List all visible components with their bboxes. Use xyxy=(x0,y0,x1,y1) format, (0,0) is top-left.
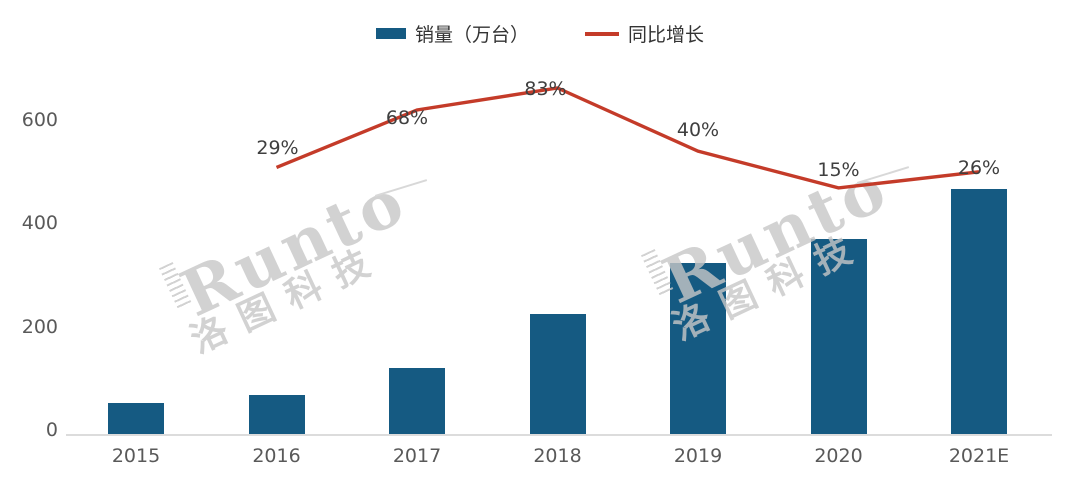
watermark-left: Runto 洛图科技 xyxy=(158,163,460,375)
bar-2018 xyxy=(529,313,586,434)
y-tick-400: 400 xyxy=(21,212,58,234)
y-tick-600: 600 xyxy=(21,108,58,131)
growth-label-2018: 83% xyxy=(524,77,567,100)
growth-polyline xyxy=(275,86,980,190)
bar-2015 xyxy=(108,403,164,434)
bar-2019 xyxy=(670,263,726,434)
bar-2021E xyxy=(951,189,1007,434)
growth-label-2016: 29% xyxy=(256,137,299,160)
x-tick-2020: 2020 xyxy=(814,445,863,467)
watermark-slash-line xyxy=(856,166,910,184)
x-tick-2017: 2017 xyxy=(392,445,442,467)
watermark-barcode-icon xyxy=(158,261,193,311)
x-axis-line xyxy=(66,434,1052,436)
legend: 销量（万台） 同比增长 xyxy=(0,20,1080,47)
bar-2017 xyxy=(389,368,445,434)
growth-label-2020: 15% xyxy=(817,158,860,181)
growth-label-2019: 40% xyxy=(676,119,720,142)
bar-2020 xyxy=(810,239,867,434)
legend-line-swatch-icon xyxy=(585,31,619,36)
watermark-cn-text: 洛图科技 xyxy=(184,236,391,362)
growth-label-2017: 68% xyxy=(385,107,429,130)
y-tick-0: 0 xyxy=(45,419,58,441)
watermark-slash-line xyxy=(374,179,428,197)
legend-bar-swatch-icon xyxy=(375,28,406,39)
y-tick-200: 200 xyxy=(21,315,58,338)
x-tick-2018: 2018 xyxy=(533,445,582,467)
growth-label-2021E: 26% xyxy=(957,156,1001,179)
x-tick-2021E: 2021E xyxy=(948,445,1010,467)
legend-bar-label: 销量（万台） xyxy=(414,24,529,46)
x-tick-2016: 2016 xyxy=(252,445,301,467)
legend-item-growth: 同比增长 xyxy=(585,20,704,47)
x-tick-2015: 2015 xyxy=(111,445,161,467)
x-tick-2019: 2019 xyxy=(673,445,723,467)
bar-2016 xyxy=(248,394,305,434)
legend-item-sales: 销量（万台） xyxy=(375,20,529,47)
watermark-brand-text: Runto xyxy=(170,163,419,332)
legend-line-label: 同比增长 xyxy=(628,24,705,46)
